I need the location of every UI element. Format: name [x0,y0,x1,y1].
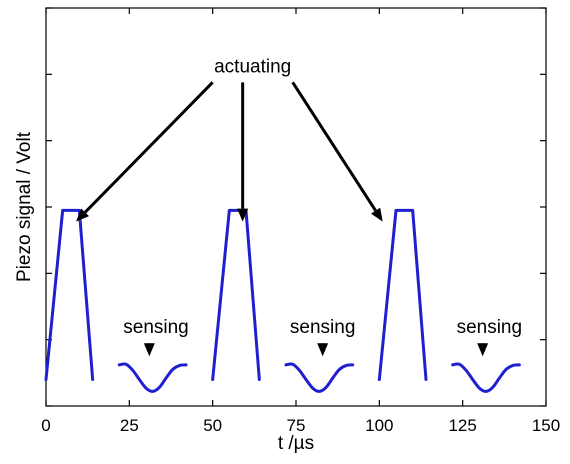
arrowhead [370,207,383,222]
x-tick-label: 100 [365,416,393,435]
x-axis-label: t /µs [278,433,314,454]
x-tick-label: 25 [120,416,139,435]
x-tick-label: 150 [532,416,560,435]
actuating-pulse [44,208,95,381]
annotations: actuating sensing sensing sensing [76,56,523,357]
arrowhead [76,208,90,222]
sensing-pulse [117,362,188,393]
arrowhead [143,343,155,357]
x-tick-label: 75 [287,416,306,435]
y-axis-label: Piezo signal / Volt [14,131,35,282]
arrowhead [477,343,489,357]
actuating-pulse [377,208,428,381]
x-tick-label: 0 [41,416,50,435]
sensing-pulse [451,362,521,393]
annotation-sensing: sensing [457,317,523,338]
x-tick-label: 50 [203,416,222,435]
annotation-sensing: sensing [123,317,189,338]
signal-traces [44,208,521,393]
arrowhead [237,208,249,222]
actuating-pulse [211,208,261,381]
arrowhead [317,343,329,357]
x-tick-labels: 0 25 50 75 100 125 150 [41,416,560,435]
x-tick-label: 125 [448,416,476,435]
arrow [291,81,377,212]
sensing-pulse [284,362,355,393]
plot-frame [45,7,547,407]
annotation-sensing: sensing [290,317,356,338]
arrow [84,81,214,214]
annotation-actuating: actuating [214,56,291,77]
axis-ticks [45,7,547,407]
